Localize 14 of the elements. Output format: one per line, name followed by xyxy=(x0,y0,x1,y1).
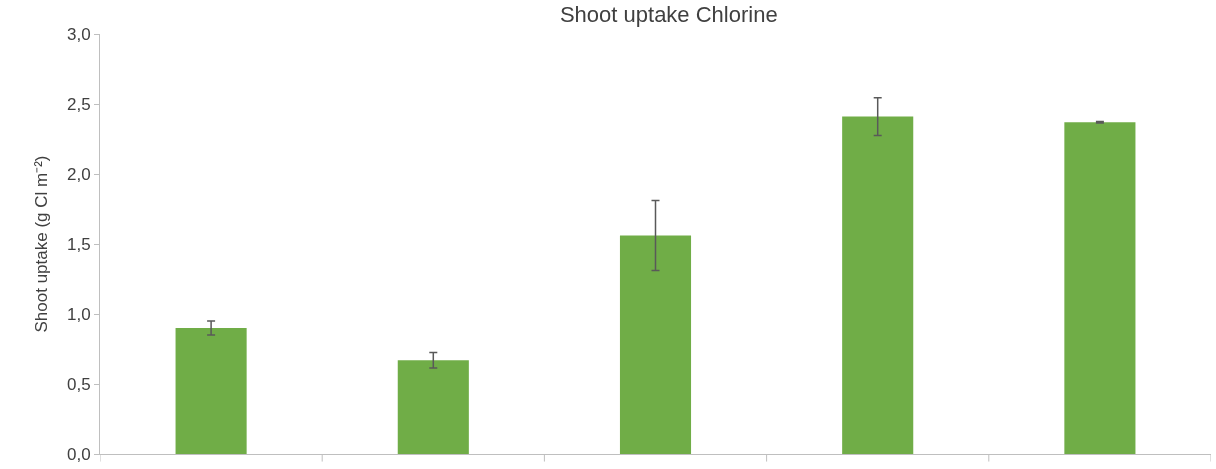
bar xyxy=(175,328,247,454)
y-tick-label: 1,5 xyxy=(66,234,91,254)
bar xyxy=(1064,122,1136,454)
y-tick-label: 0,0 xyxy=(66,444,91,464)
bar xyxy=(397,360,469,454)
bar xyxy=(842,116,914,454)
y-tick-label: 0,5 xyxy=(66,374,91,394)
y-tick-label: 1,0 xyxy=(66,304,91,324)
y-tick-label: 3,0 xyxy=(66,24,91,44)
bar xyxy=(619,235,692,454)
y-axis-title: Shoot uptake (g Cl m⁻²) xyxy=(31,155,51,333)
y-tick-label: 2,0 xyxy=(66,164,91,184)
chart-title: Shoot uptake Chlorine xyxy=(559,2,778,28)
y-tick-label: 2,5 xyxy=(66,94,91,114)
